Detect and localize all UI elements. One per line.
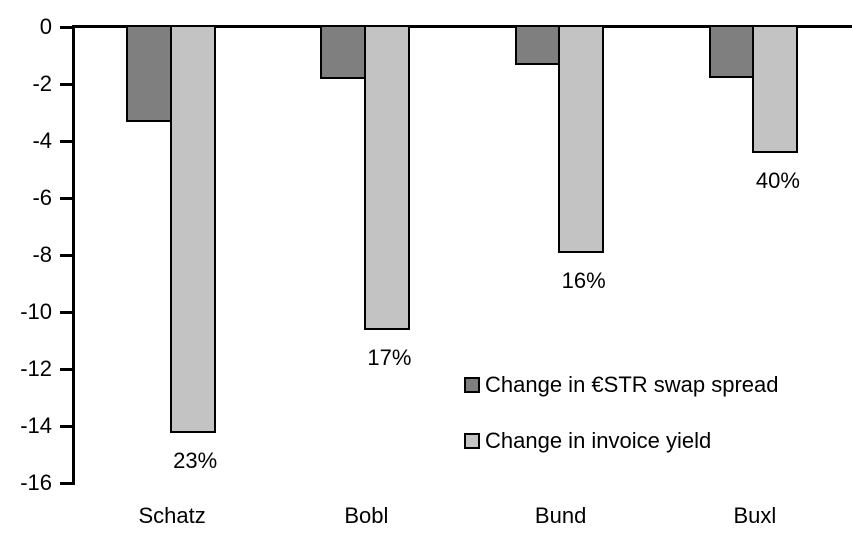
- y-axis-tick: [60, 310, 72, 314]
- y-axis-tick-label: -16: [20, 470, 52, 495]
- legend-label: Change in €STR swap spread: [485, 372, 779, 397]
- swap-spread-bar-bobl: [320, 25, 367, 80]
- x-axis-category-label-bobl: Bobl: [344, 503, 389, 528]
- y-axis-tick: [60, 481, 72, 485]
- x-axis-category-label-buxl: Buxl: [733, 503, 777, 528]
- x-axis-category-label-bund: Bund: [534, 503, 587, 528]
- y-axis-tick: [60, 196, 72, 200]
- y-axis-tick: [60, 424, 72, 428]
- y-axis-tick: [60, 25, 72, 29]
- bar-value-label-bund: 16%: [561, 268, 606, 294]
- legend-item: Change in €STR swap spread: [464, 372, 779, 398]
- y-axis-tick-label: -4: [32, 128, 52, 153]
- y-axis-tick-label: 0: [39, 14, 52, 39]
- bar-value-label-buxl: 40%: [755, 168, 800, 194]
- y-axis-tick-label: -12: [20, 356, 52, 381]
- y-axis-tick-label: -8: [32, 242, 52, 267]
- bar-value-label-schatz: 23%: [173, 447, 218, 473]
- y-axis-tick: [60, 82, 72, 86]
- bar-value-label-bobl: 17%: [367, 345, 412, 371]
- swap-spread-bar-bund: [514, 25, 561, 66]
- y-axis-line: [72, 25, 75, 485]
- invoice-yield-bar-bund: [558, 25, 605, 254]
- x-axis-zero-line: [72, 25, 852, 28]
- x-axis-category-label-schatz: Schatz: [138, 503, 206, 528]
- y-axis-tick-label: -10: [20, 299, 52, 324]
- legend-label: Change in invoice yield: [485, 428, 712, 453]
- invoice-yield-bar-bobl: [363, 25, 410, 331]
- y-axis-tick-label: -6: [32, 185, 52, 210]
- legend-item: Change in invoice yield: [464, 428, 779, 454]
- swap-spread-bar-schatz: [126, 25, 173, 123]
- legend-swatch-icon: [464, 377, 480, 393]
- y-axis-tick: [60, 139, 72, 143]
- legend: Change in €STR swap spread Change in invo…: [464, 372, 779, 454]
- y-axis-tick-label: -2: [32, 71, 52, 96]
- y-axis-tick-label: -14: [20, 413, 52, 438]
- invoice-yield-bar-schatz: [169, 25, 216, 433]
- y-axis-tick: [60, 253, 72, 257]
- y-axis-tick: [60, 367, 72, 371]
- swap-spread-bar-buxl: [708, 25, 755, 78]
- legend-swatch-icon: [464, 433, 480, 449]
- invoice-yield-bar-buxl: [752, 25, 799, 154]
